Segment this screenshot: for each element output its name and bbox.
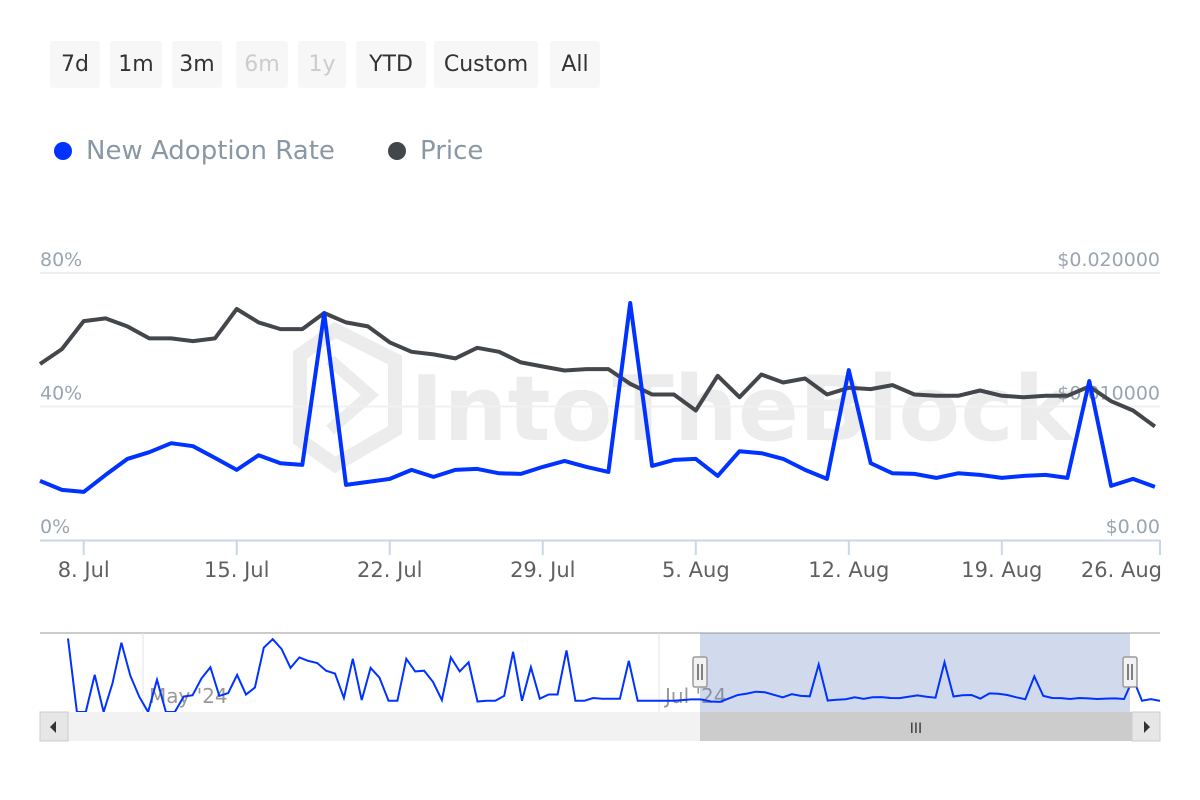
x-tick-label: 15. Jul [204,558,269,582]
x-tick-label: 5. Aug [662,558,730,582]
legend-item-price[interactable]: Price [388,134,483,168]
x-tick-label: 29. Jul [510,558,575,582]
legend-dot-icon [388,142,406,160]
navigator-series-line [67,637,1161,716]
x-tick-label: 19. Aug [961,558,1042,582]
watermark-text: IntoTheBlock [410,357,1076,462]
range-button-6m: 6m [236,41,288,88]
scrollbar-grip: III [910,721,922,737]
y-left-tick-label: 0% [40,516,70,538]
navigator-date-label: Jul '24 [663,684,726,708]
legend-item-new-adoption-rate[interactable]: New Adoption Rate [54,134,335,168]
range-button-custom[interactable]: Custom [434,41,538,88]
y-right-tick-label: $0.00 [1106,516,1160,538]
y-right-tick-label: $0.020000 [1057,249,1160,271]
watermark-logo: IntoTheBlock [293,321,1076,474]
range-button-7d[interactable]: 7d [50,41,100,88]
scrollbar-right-arrow-button[interactable] [1131,711,1161,742]
triangle-left-icon [50,721,56,733]
range-button-all[interactable]: All [550,41,600,88]
x-tick-label: 26. Aug [1081,558,1162,582]
navigator-right-handle[interactable] [1122,656,1138,688]
scrollbar-left-arrow-button[interactable] [39,711,69,742]
navigator-left-handle[interactable] [692,656,708,688]
y-left-tick-label: 40% [40,383,82,405]
range-button-1y: 1y [298,41,346,88]
series-line-price[interactable] [38,307,1157,429]
legend-label: Price [420,136,484,166]
legend-dot-icon [54,142,72,160]
x-tick-label: 8. Jul [58,558,110,582]
triangle-right-icon [1144,721,1150,733]
y-left-tick-label: 80% [40,249,82,271]
range-button-1m[interactable]: 1m [110,41,162,88]
legend-label: New Adoption Rate [86,136,335,166]
range-button-3m[interactable]: 3m [172,41,222,88]
scrollbar-thumb[interactable]: III [700,712,1132,741]
navigator-selection[interactable] [700,633,1130,712]
series-line-new-adoption-rate[interactable] [39,301,1156,494]
x-tick-label: 22. Jul [357,558,422,582]
x-tick-label: 12. Aug [808,558,889,582]
range-button-ytd[interactable]: YTD [356,41,426,88]
